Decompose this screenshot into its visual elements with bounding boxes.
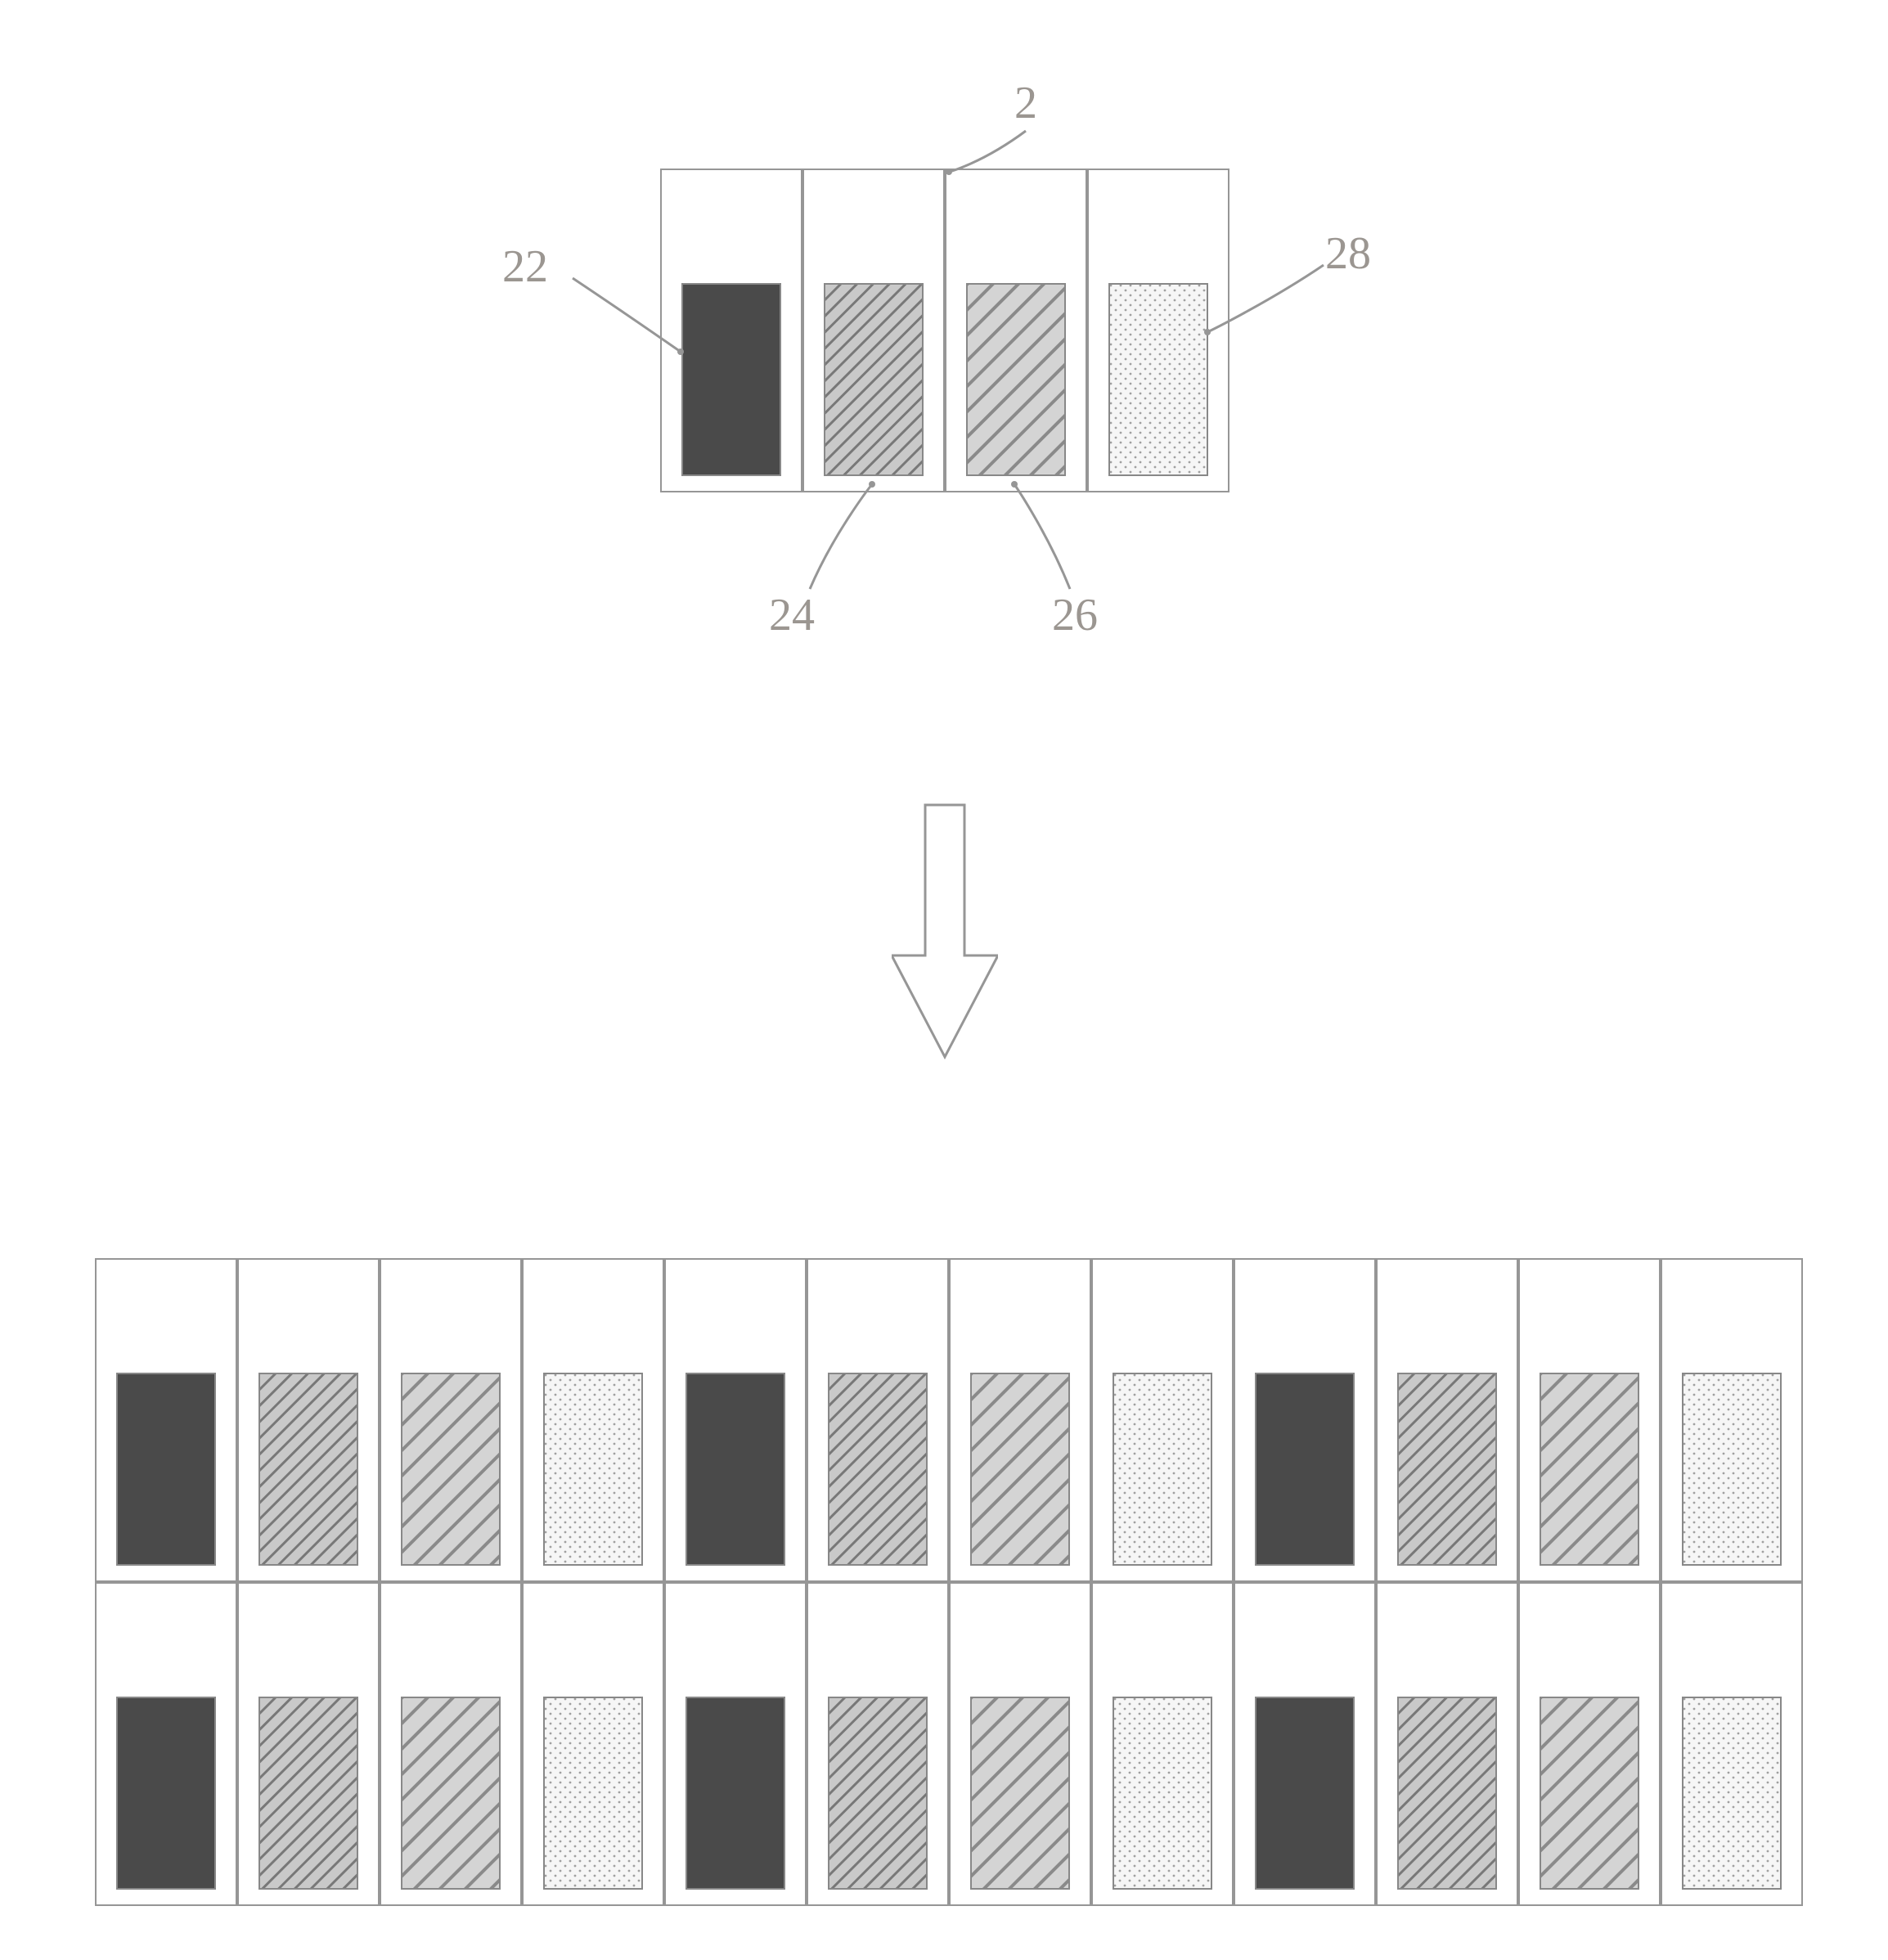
swatch-solid — [116, 1697, 216, 1890]
swatch-hatch1 — [1397, 1373, 1497, 1566]
swatch-dots — [1113, 1697, 1212, 1890]
swatch-dots — [1682, 1373, 1782, 1566]
callout-label-c: 26 — [1052, 589, 1098, 641]
swatch-solid — [1255, 1373, 1355, 1566]
swatch-dots — [543, 1697, 643, 1890]
swatch-solid — [686, 1373, 785, 1566]
swatch-hatch1 — [1397, 1697, 1497, 1890]
swatch-hatch2 — [1540, 1697, 1639, 1890]
swatch-hatch1 — [258, 1697, 358, 1890]
swatch-hatch2 — [1540, 1373, 1639, 1566]
swatch-solid — [686, 1697, 785, 1890]
swatch-dots — [1113, 1373, 1212, 1566]
callout-label-d: 28 — [1325, 227, 1371, 280]
diagram-canvas: 222242628 — [0, 0, 1888, 1960]
swatch-hatch2 — [970, 1697, 1070, 1890]
swatch-hatch2 — [401, 1697, 501, 1890]
down-arrow-icon — [892, 803, 998, 1065]
swatch-solid — [116, 1373, 216, 1566]
swatch-hatch1 — [828, 1373, 928, 1566]
swatch-dots — [1682, 1697, 1782, 1890]
swatch-hatch1 — [258, 1373, 358, 1566]
callout-label-b: 24 — [769, 589, 815, 641]
swatch-hatch2 — [970, 1373, 1070, 1566]
swatch-hatch2 — [401, 1373, 501, 1566]
leader-lines — [0, 0, 1888, 736]
swatch-hatch1 — [828, 1697, 928, 1890]
swatch-dots — [543, 1373, 643, 1566]
callout-label-a: 22 — [502, 241, 548, 293]
callout-label-group: 2 — [1014, 77, 1037, 129]
swatch-solid — [1255, 1697, 1355, 1890]
